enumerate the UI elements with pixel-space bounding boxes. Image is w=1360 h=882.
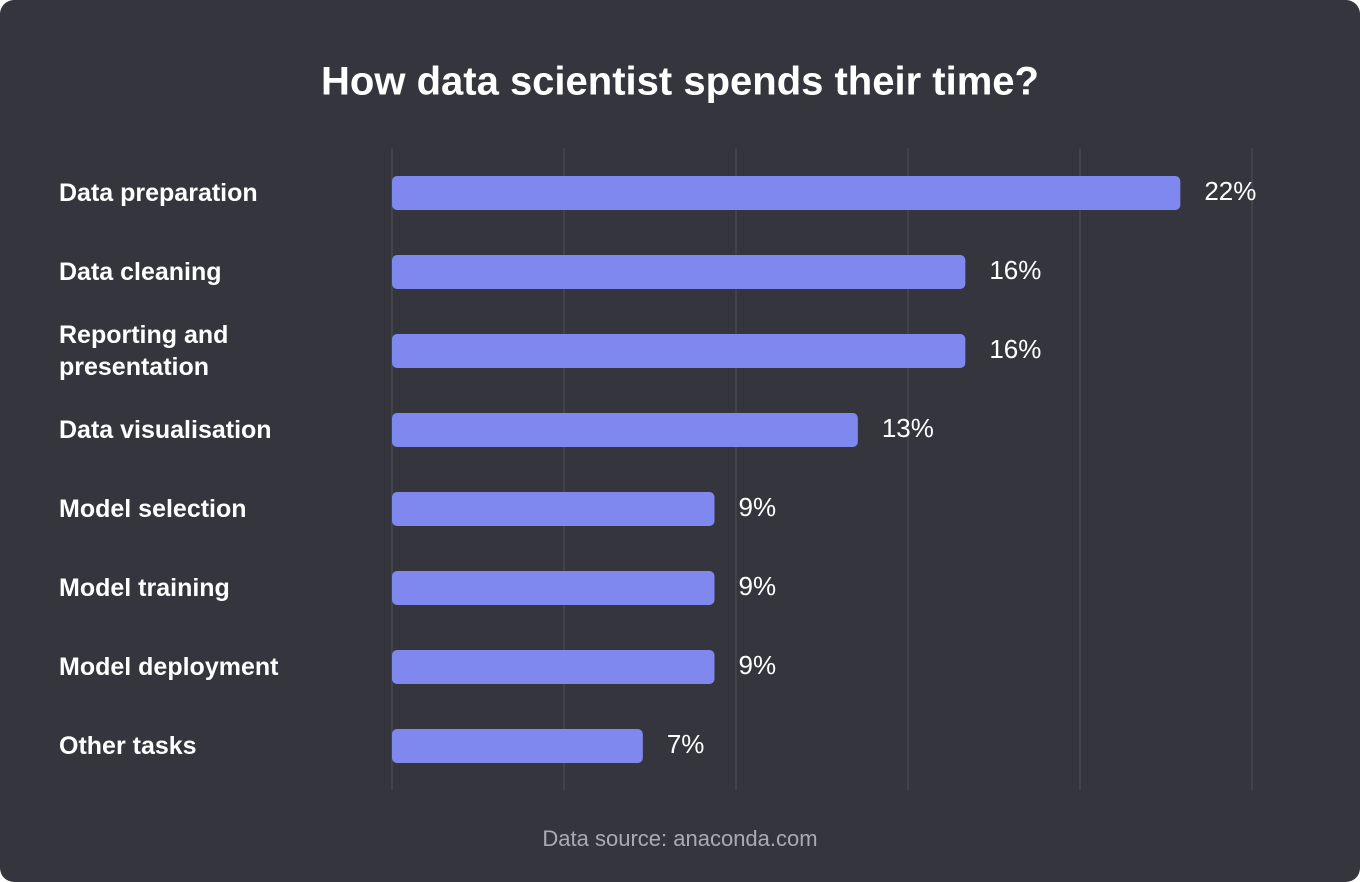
bar: [392, 255, 966, 289]
value-label: 9%: [739, 492, 777, 522]
category-label: Model training: [59, 574, 230, 602]
category-label: Data cleaning: [59, 258, 222, 286]
value-label: 9%: [739, 571, 777, 601]
bar: [392, 492, 715, 526]
value-label: 16%: [989, 334, 1041, 364]
category-label: Other tasks: [59, 732, 197, 760]
category-label: Model selection: [59, 495, 247, 523]
source-note: Data source: anaconda.com: [542, 826, 817, 851]
bar: [392, 334, 966, 368]
category-label: Data visualisation: [59, 416, 272, 444]
bar: [392, 729, 643, 763]
bar: [392, 413, 858, 447]
value-label: 22%: [1204, 176, 1256, 206]
chart-title: How data scientist spends their time?: [321, 60, 1039, 104]
bar: [392, 176, 1181, 210]
value-label: 13%: [882, 413, 934, 443]
category-label: Reporting and presentation: [59, 321, 229, 381]
bar: [392, 650, 715, 684]
category-label: Model deployment: [59, 653, 279, 681]
category-label: Data preparation: [59, 179, 258, 207]
value-label: 16%: [989, 255, 1041, 285]
value-label: 7%: [667, 729, 705, 759]
bar: [392, 571, 715, 605]
value-label: 9%: [739, 650, 777, 680]
